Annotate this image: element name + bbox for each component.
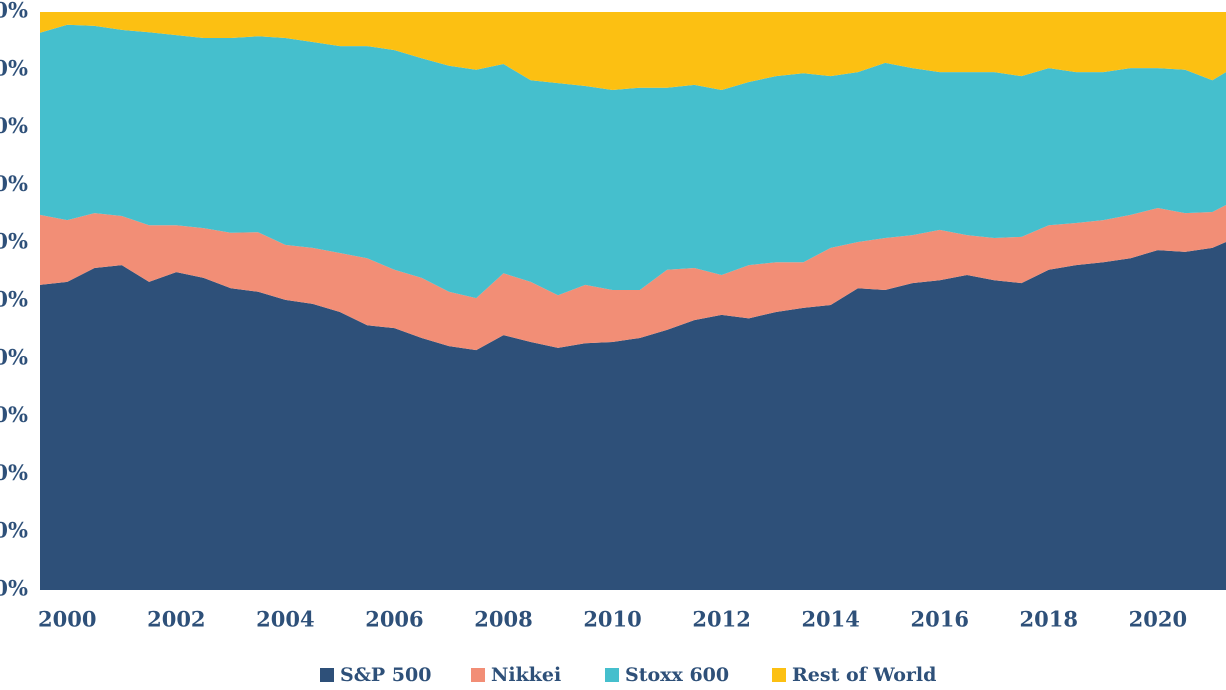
area xyxy=(40,12,1226,91)
x-tick-label: 2014 xyxy=(801,607,859,632)
y-tick-label: 100% xyxy=(0,0,28,23)
x-tick-label: 2012 xyxy=(692,607,750,632)
legend-item: Stoxx 600 xyxy=(605,664,729,686)
y-tick-label: 60% xyxy=(0,229,28,254)
x-tick-label: 2006 xyxy=(365,607,423,632)
legend-label: Stoxx 600 xyxy=(625,664,729,686)
legend-swatch xyxy=(605,668,619,682)
y-tick-label: 70% xyxy=(0,171,28,196)
y-tick-label: 0% xyxy=(0,576,28,601)
area xyxy=(40,205,1226,351)
legend-label: Nikkei xyxy=(491,664,561,686)
legend-item: S&P 500 xyxy=(320,664,431,686)
legend-swatch xyxy=(471,668,485,682)
legend-label: Rest of World xyxy=(792,664,936,686)
legend-item: Nikkei xyxy=(471,664,561,686)
y-tick-label: 20% xyxy=(0,460,28,485)
legend-label: S&P 500 xyxy=(340,664,431,686)
x-tick-label: 2004 xyxy=(256,607,314,632)
area xyxy=(40,24,1226,299)
y-tick-label: 80% xyxy=(0,113,28,138)
x-tick-label: 2008 xyxy=(474,607,532,632)
y-tick-label: 30% xyxy=(0,402,28,427)
legend-swatch xyxy=(772,668,786,682)
y-tick-label: 90% xyxy=(0,55,28,80)
y-tick-label: 40% xyxy=(0,344,28,369)
legend-swatch xyxy=(320,668,334,682)
x-tick-label: 2000 xyxy=(38,607,96,632)
area xyxy=(40,242,1226,590)
y-tick-label: 50% xyxy=(0,287,28,312)
x-tick-label: 2002 xyxy=(147,607,205,632)
y-tick-label: 10% xyxy=(0,518,28,543)
legend-item: Rest of World xyxy=(772,664,936,686)
x-tick-label: 2016 xyxy=(910,607,968,632)
x-tick-label: 2020 xyxy=(1129,607,1187,632)
x-tick-label: 2010 xyxy=(583,607,641,632)
x-tick-label: 2018 xyxy=(1020,607,1078,632)
